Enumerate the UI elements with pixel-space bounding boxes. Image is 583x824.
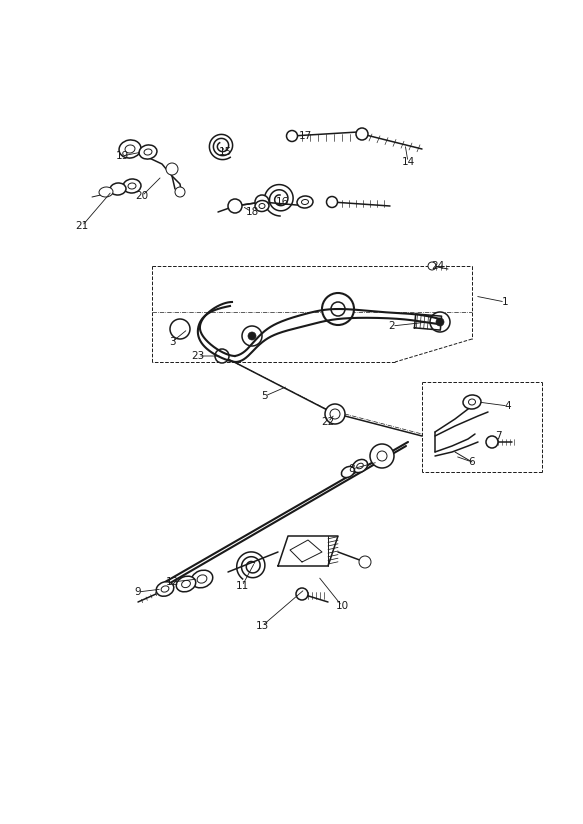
Ellipse shape bbox=[353, 460, 367, 472]
Circle shape bbox=[330, 409, 340, 419]
Text: 17: 17 bbox=[298, 131, 312, 141]
Circle shape bbox=[255, 195, 269, 209]
Ellipse shape bbox=[191, 570, 213, 588]
Ellipse shape bbox=[144, 149, 152, 155]
Circle shape bbox=[430, 312, 450, 332]
Circle shape bbox=[296, 588, 308, 600]
Ellipse shape bbox=[301, 199, 308, 204]
Text: 21: 21 bbox=[75, 221, 89, 231]
Circle shape bbox=[215, 349, 229, 363]
Text: 12: 12 bbox=[166, 577, 178, 587]
Ellipse shape bbox=[161, 586, 169, 592]
Circle shape bbox=[356, 128, 368, 140]
Ellipse shape bbox=[297, 196, 313, 208]
Text: 20: 20 bbox=[135, 191, 149, 201]
Circle shape bbox=[242, 326, 262, 346]
Circle shape bbox=[370, 444, 394, 468]
Circle shape bbox=[377, 451, 387, 461]
Circle shape bbox=[436, 318, 444, 326]
Circle shape bbox=[486, 436, 498, 448]
Ellipse shape bbox=[110, 183, 126, 195]
Ellipse shape bbox=[463, 395, 481, 409]
Circle shape bbox=[325, 404, 345, 424]
Circle shape bbox=[359, 556, 371, 568]
Text: 13: 13 bbox=[255, 621, 269, 631]
Text: 11: 11 bbox=[236, 581, 248, 591]
Text: 16: 16 bbox=[275, 197, 289, 207]
Circle shape bbox=[331, 302, 345, 316]
Ellipse shape bbox=[182, 580, 191, 588]
Ellipse shape bbox=[123, 179, 141, 193]
Text: 5: 5 bbox=[262, 391, 268, 401]
Text: 8: 8 bbox=[349, 464, 355, 474]
Circle shape bbox=[175, 187, 185, 197]
Circle shape bbox=[322, 293, 354, 325]
Text: 14: 14 bbox=[401, 157, 415, 167]
Ellipse shape bbox=[342, 466, 354, 478]
Text: 3: 3 bbox=[168, 337, 175, 347]
Circle shape bbox=[286, 130, 297, 142]
Ellipse shape bbox=[197, 575, 207, 583]
Ellipse shape bbox=[139, 145, 157, 159]
Ellipse shape bbox=[259, 204, 265, 208]
Circle shape bbox=[428, 262, 436, 270]
Ellipse shape bbox=[99, 187, 113, 197]
Text: 4: 4 bbox=[505, 401, 511, 411]
Circle shape bbox=[170, 319, 190, 339]
Ellipse shape bbox=[128, 183, 136, 189]
Ellipse shape bbox=[156, 582, 174, 597]
Text: 23: 23 bbox=[191, 351, 205, 361]
Ellipse shape bbox=[125, 145, 135, 153]
Text: 15: 15 bbox=[219, 147, 231, 157]
Text: 6: 6 bbox=[469, 457, 475, 467]
Circle shape bbox=[326, 196, 338, 208]
Text: 10: 10 bbox=[335, 601, 349, 611]
Ellipse shape bbox=[469, 399, 476, 405]
Text: 24: 24 bbox=[431, 261, 445, 271]
Circle shape bbox=[166, 163, 178, 175]
Text: 9: 9 bbox=[135, 587, 141, 597]
Text: 22: 22 bbox=[321, 417, 335, 427]
Circle shape bbox=[248, 332, 256, 340]
Text: 2: 2 bbox=[389, 321, 395, 331]
Ellipse shape bbox=[176, 576, 196, 592]
Ellipse shape bbox=[119, 140, 141, 158]
Ellipse shape bbox=[255, 200, 269, 212]
Text: 19: 19 bbox=[115, 151, 129, 161]
Circle shape bbox=[228, 199, 242, 213]
Text: 1: 1 bbox=[502, 297, 508, 307]
Text: 7: 7 bbox=[495, 431, 501, 441]
Text: 18: 18 bbox=[245, 207, 259, 217]
Ellipse shape bbox=[357, 463, 363, 469]
